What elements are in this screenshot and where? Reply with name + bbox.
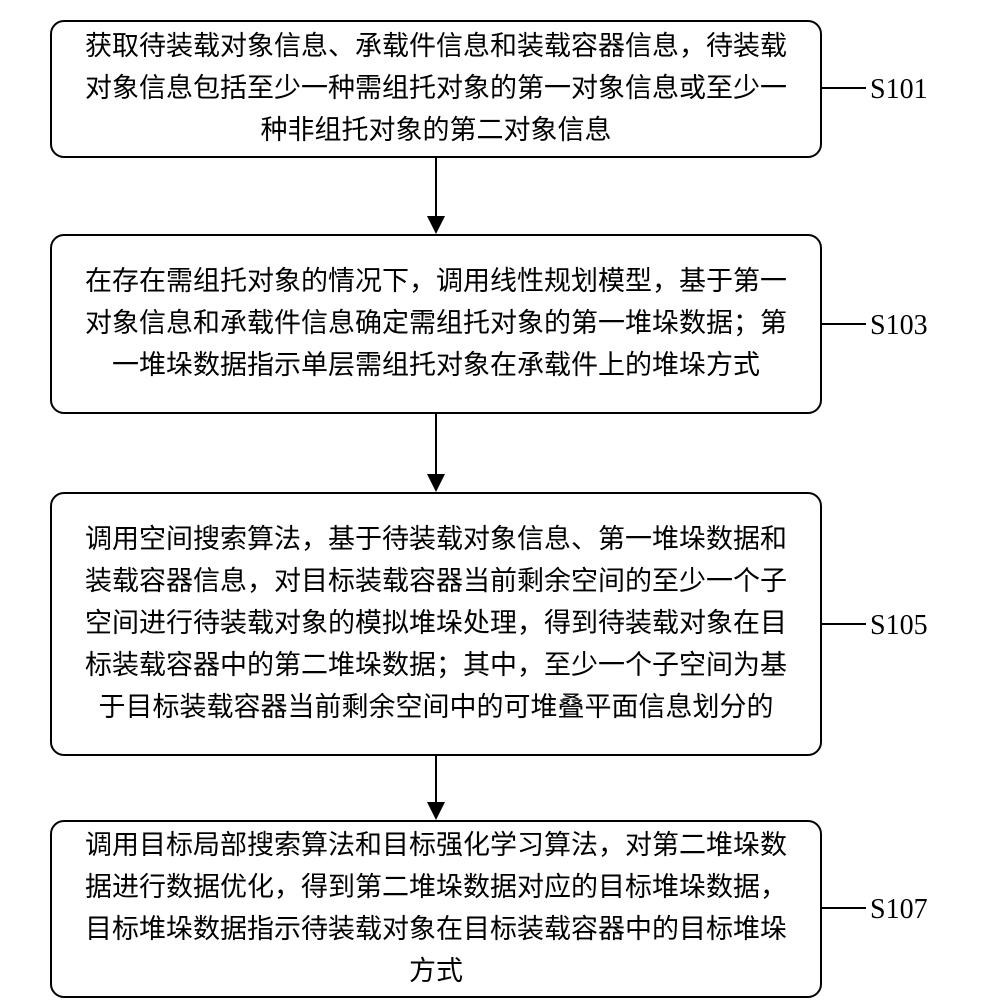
step-label-s101: S101 xyxy=(870,74,928,106)
step-label-s107: S107 xyxy=(870,894,928,926)
arrowhead-icon xyxy=(427,802,445,820)
flow-node-text: 调用目标局部搜索算法和目标强化学习算法，对第二堆垛数据进行数据优化，得到第二堆垛… xyxy=(74,825,798,992)
step-label-s105: S105 xyxy=(870,610,928,642)
step-label-s103: S103 xyxy=(870,310,928,342)
flow-node-text: 在存在需组托对象的情况下，调用线性规划模型，基于第一对象信息和承载件信息确定需组… xyxy=(74,261,798,387)
edge-line xyxy=(435,158,437,216)
flowchart-canvas: 获取待装载对象信息、承载件信息和装载容器信息，待装载对象信息包括至少一种需组托对… xyxy=(0,0,993,1000)
flow-node-s105: 调用空间搜索算法，基于待装载对象信息、第一堆垛数据和装载容器信息，对目标装载容器… xyxy=(50,492,822,756)
flow-node-s107: 调用目标局部搜索算法和目标强化学习算法，对第二堆垛数据进行数据优化，得到第二堆垛… xyxy=(50,820,822,998)
flow-node-s101: 获取待装载对象信息、承载件信息和装载容器信息，待装载对象信息包括至少一种需组托对… xyxy=(50,20,822,158)
flow-node-text: 调用空间搜索算法，基于待装载对象信息、第一堆垛数据和装载容器信息，对目标装载容器… xyxy=(74,519,798,728)
edge-line xyxy=(435,756,437,802)
arrowhead-icon xyxy=(427,474,445,492)
flow-node-text: 获取待装载对象信息、承载件信息和装载容器信息，待装载对象信息包括至少一种需组托对… xyxy=(74,26,798,152)
flow-node-s103: 在存在需组托对象的情况下，调用线性规划模型，基于第一对象信息和承载件信息确定需组… xyxy=(50,234,822,414)
edge-line xyxy=(435,414,437,474)
arrowhead-icon xyxy=(427,216,445,234)
